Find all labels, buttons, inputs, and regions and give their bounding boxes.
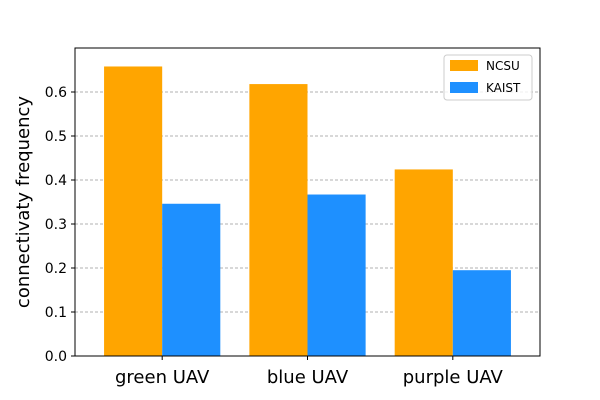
legend-swatch-kaist [450, 82, 478, 93]
bar-ncsu-blue-uav [249, 84, 308, 356]
y-tick-label: 0.2 [45, 261, 67, 277]
bars [104, 66, 511, 356]
x-axis: green UAV blue UAV purple UAV [115, 356, 504, 388]
y-tick-label: 0.4 [45, 173, 67, 189]
y-tick-label: 0.6 [45, 85, 67, 101]
x-tick-label: purple UAV [403, 367, 504, 388]
y-axis-title: connectivaty frequency [13, 96, 34, 308]
y-tick-label: 0.5 [45, 129, 67, 145]
bar-kaist-purple-uav [452, 270, 511, 356]
x-tick-label: blue UAV [267, 367, 349, 388]
y-tick-label: 0.0 [45, 349, 67, 365]
y-tick-label: 0.3 [45, 217, 67, 233]
legend-label-ncsu: NCSU [486, 59, 520, 73]
bar-kaist-blue-uav [307, 194, 366, 356]
y-axis: 0.0 0.1 0.2 0.3 0.4 0.5 0.6 [45, 85, 75, 365]
bar-ncsu-green-uav [104, 66, 163, 356]
x-tick-label: green UAV [115, 367, 210, 388]
bar-ncsu-purple-uav [394, 169, 453, 356]
legend: NCSU KAIST [443, 54, 533, 101]
legend-label-kaist: KAIST [486, 81, 521, 95]
legend-swatch-ncsu [450, 60, 478, 71]
y-tick-label: 0.1 [45, 305, 67, 321]
bar-kaist-green-uav [162, 203, 221, 356]
